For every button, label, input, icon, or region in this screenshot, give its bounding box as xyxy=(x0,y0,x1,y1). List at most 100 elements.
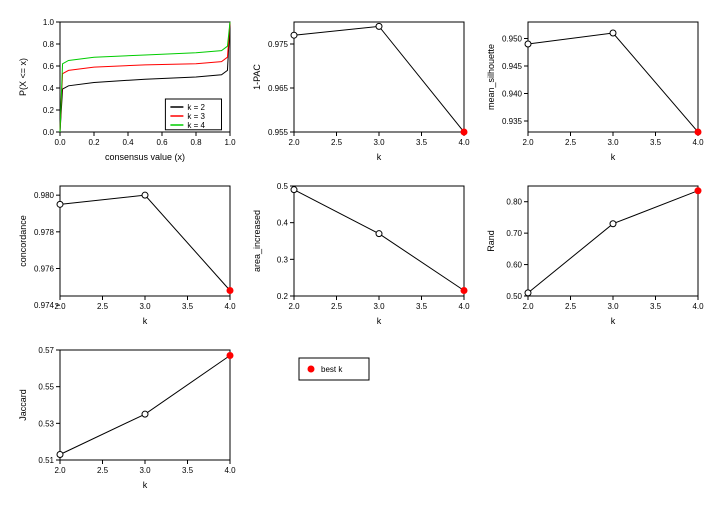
svg-text:k: k xyxy=(143,480,148,490)
svg-text:0.974: 0.974 xyxy=(34,301,55,310)
svg-text:0.8: 0.8 xyxy=(190,138,202,147)
data-point xyxy=(525,290,531,296)
svg-text:0.50: 0.50 xyxy=(506,292,522,301)
svg-text:3.0: 3.0 xyxy=(607,302,619,311)
svg-text:2.0: 2.0 xyxy=(54,466,66,475)
svg-text:1.0: 1.0 xyxy=(224,138,236,147)
svg-text:k: k xyxy=(611,316,616,326)
svg-text:3.0: 3.0 xyxy=(607,138,619,147)
data-point xyxy=(57,452,63,458)
svg-text:4.0: 4.0 xyxy=(458,302,470,311)
panel-4: 2.0 2.5 3.0 3.5 4.0 0.2 0.3 0.4 0.5 k area_increas… xyxy=(244,174,474,334)
svg-text:0.0: 0.0 xyxy=(43,128,55,137)
data-point xyxy=(142,192,148,198)
svg-text:2.5: 2.5 xyxy=(565,302,577,311)
data-point xyxy=(142,411,148,417)
svg-text:0.55: 0.55 xyxy=(38,383,54,392)
svg-text:2.5: 2.5 xyxy=(331,138,343,147)
svg-text:4.0: 4.0 xyxy=(458,138,470,147)
svg-text:0.4: 0.4 xyxy=(277,219,289,228)
svg-text:area_increased: area_increased xyxy=(252,210,262,272)
svg-text:0.978: 0.978 xyxy=(34,228,55,237)
svg-text:k = 3: k = 3 xyxy=(187,112,205,121)
svg-text:0.60: 0.60 xyxy=(506,261,522,270)
svg-text:4.0: 4.0 xyxy=(692,302,704,311)
svg-text:0.51: 0.51 xyxy=(38,456,54,465)
panel-5: 2.02.53.03.54.00.500.600.700.80kRand xyxy=(478,174,708,334)
svg-text:2.0: 2.0 xyxy=(288,302,300,311)
svg-text:3.0: 3.0 xyxy=(139,466,151,475)
best-k-point xyxy=(227,353,233,359)
svg-text:1.0: 1.0 xyxy=(43,18,55,27)
svg-text:best k: best k xyxy=(321,365,343,374)
svg-text:0.976: 0.976 xyxy=(34,265,55,274)
svg-text:Rand: Rand xyxy=(486,230,496,252)
svg-text:k: k xyxy=(611,152,616,162)
svg-text:2.5: 2.5 xyxy=(97,466,109,475)
svg-text:0.53: 0.53 xyxy=(38,419,54,428)
svg-text:k: k xyxy=(377,316,382,326)
chart-grid: 0.00.20.40.60.81.00.00.20.40.60.81.0cons… xyxy=(10,10,710,498)
svg-text:concordance: concordance xyxy=(18,215,28,267)
svg-text:4.0: 4.0 xyxy=(692,138,704,147)
svg-text:consensus value (x): consensus value (x) xyxy=(105,152,185,162)
svg-text:0.2: 0.2 xyxy=(277,292,289,301)
svg-text:0.4: 0.4 xyxy=(122,138,134,147)
svg-text:0.2: 0.2 xyxy=(88,138,100,147)
svg-text:0.8: 0.8 xyxy=(43,40,55,49)
svg-text:k: k xyxy=(143,316,148,326)
data-point xyxy=(610,221,616,227)
svg-text:4.0: 4.0 xyxy=(224,466,236,475)
svg-text:2.0: 2.0 xyxy=(522,138,534,147)
svg-text:2.0: 2.0 xyxy=(54,302,66,311)
svg-text:0.965: 0.965 xyxy=(268,84,289,93)
svg-text:0.940: 0.940 xyxy=(502,90,523,99)
svg-text:2.0: 2.0 xyxy=(522,302,534,311)
svg-text:3.5: 3.5 xyxy=(650,138,662,147)
svg-text:3.5: 3.5 xyxy=(416,302,428,311)
data-point xyxy=(525,41,531,47)
best-k-point xyxy=(461,288,467,294)
svg-text:0.57: 0.57 xyxy=(38,346,54,355)
svg-text:0.0: 0.0 xyxy=(54,138,66,147)
svg-text:0.5: 0.5 xyxy=(277,182,289,191)
svg-text:3.5: 3.5 xyxy=(650,302,662,311)
best-k-point xyxy=(227,288,233,294)
svg-text:0.955: 0.955 xyxy=(268,128,289,137)
panel-2: 2.02.53.03.54.00.9350.9400.9450.950kmean… xyxy=(478,10,708,170)
svg-text:1-PAC: 1-PAC xyxy=(252,64,262,90)
svg-text:0.2: 0.2 xyxy=(43,106,55,115)
best-k-point xyxy=(461,129,467,135)
data-point xyxy=(376,23,382,29)
data-point xyxy=(291,187,297,193)
panel-3: 2.0 2.5 3.0 3.5 4.0 0.974 0.976 0.978 0.980 k conc… xyxy=(10,174,240,334)
panel-6: 2.0 2.5 3.0 3.5 4.0 0.51 0.53 0.55 0.57 k Jaccard xyxy=(10,338,240,498)
svg-text:0.70: 0.70 xyxy=(506,229,522,238)
svg-text:0.950: 0.950 xyxy=(502,35,523,44)
data-point xyxy=(610,30,616,36)
svg-text:4.0: 4.0 xyxy=(224,302,236,311)
svg-text:2.0: 2.0 xyxy=(288,138,300,147)
svg-text:3.5: 3.5 xyxy=(416,138,428,147)
data-point xyxy=(376,231,382,237)
svg-text:0.4: 0.4 xyxy=(43,84,55,93)
panel-0: 0.00.20.40.60.81.00.00.20.40.60.81.0cons… xyxy=(10,10,240,170)
svg-text:3.0: 3.0 xyxy=(139,302,151,311)
svg-text:0.975: 0.975 xyxy=(268,40,289,49)
svg-text:0.935: 0.935 xyxy=(502,117,523,126)
svg-text:3.5: 3.5 xyxy=(182,302,194,311)
svg-text:0.945: 0.945 xyxy=(502,62,523,71)
svg-text:0.980: 0.980 xyxy=(34,191,55,200)
svg-text:0.3: 0.3 xyxy=(277,255,289,264)
panel-7: best k xyxy=(244,338,474,498)
svg-text:3.0: 3.0 xyxy=(373,302,385,311)
svg-text:2.5: 2.5 xyxy=(331,302,343,311)
svg-text:2.5: 2.5 xyxy=(97,302,109,311)
svg-text:0.6: 0.6 xyxy=(156,138,168,147)
svg-text:k: k xyxy=(377,152,382,162)
svg-text:2.5: 2.5 xyxy=(565,138,577,147)
data-point xyxy=(57,201,63,207)
svg-text:Jaccard: Jaccard xyxy=(18,389,28,421)
svg-text:3.5: 3.5 xyxy=(182,466,194,475)
svg-text:k = 4: k = 4 xyxy=(187,121,205,130)
